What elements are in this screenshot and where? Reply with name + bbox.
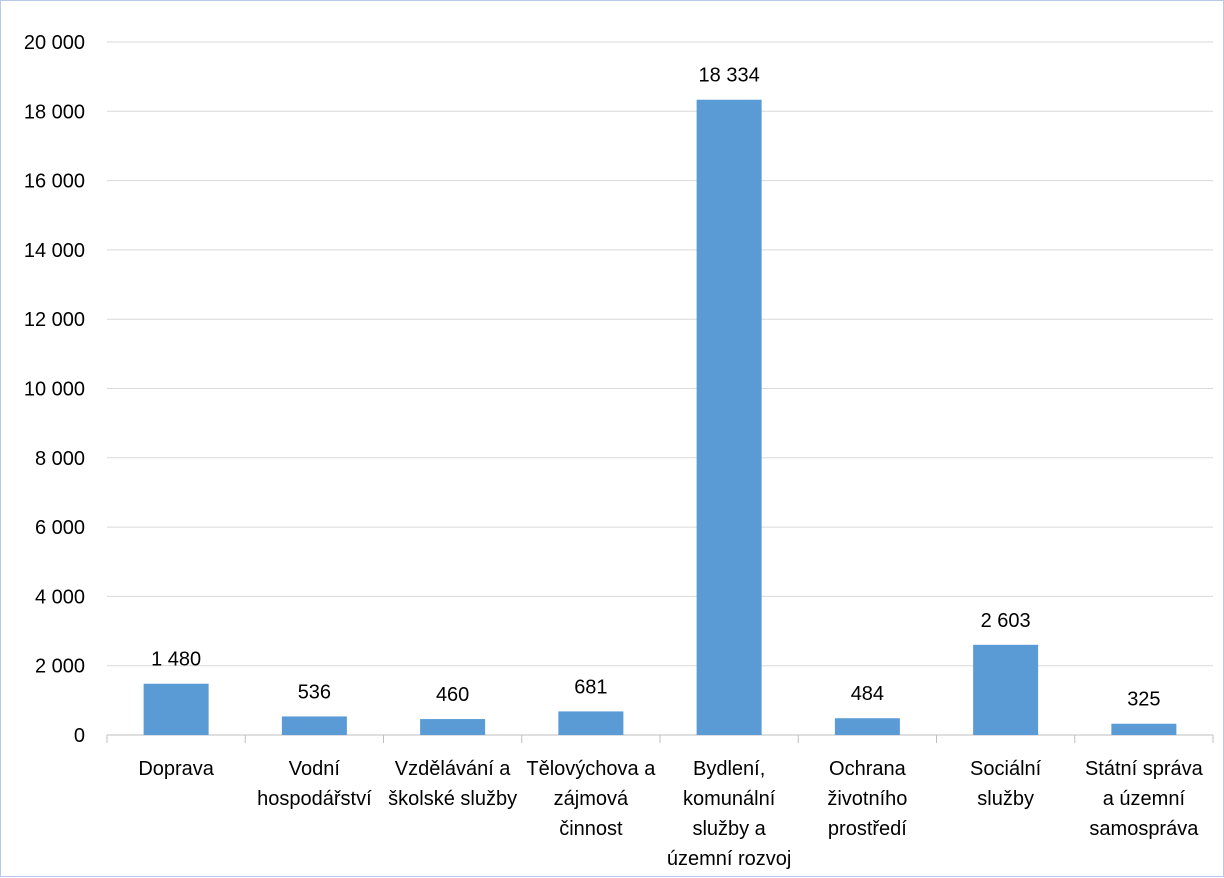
- y-tick-label: 4 000: [35, 586, 85, 608]
- y-tick-label: 12 000: [24, 309, 85, 331]
- x-tick-label: hospodářství: [257, 788, 372, 810]
- y-tick-label: 8 000: [35, 448, 85, 470]
- y-tick-label: 20 000: [24, 32, 85, 54]
- x-tick-label: Státní správa: [1085, 758, 1204, 780]
- data-label: 536: [298, 681, 331, 703]
- x-tick-label: Tělovýchova a: [526, 758, 656, 780]
- x-tick-label: Vodní: [289, 758, 341, 780]
- y-tick-label: 2 000: [35, 656, 85, 678]
- x-tick-label: služby: [977, 788, 1034, 810]
- data-label: 325: [1127, 689, 1160, 711]
- data-label: 2 603: [981, 610, 1031, 632]
- x-tick-label: životního: [827, 788, 907, 810]
- x-tick-label: samospráva: [1089, 818, 1199, 840]
- data-label: 460: [436, 684, 469, 706]
- bar: [558, 711, 624, 735]
- y-tick-label: 0: [74, 725, 85, 747]
- bar: [420, 719, 486, 735]
- y-tick-label: 14 000: [24, 240, 85, 262]
- y-tick-label: 16 000: [24, 171, 85, 193]
- data-label: 18 334: [699, 65, 760, 87]
- y-tick-label: 18 000: [24, 101, 85, 123]
- bar: [281, 716, 347, 735]
- x-tick-label: územní rozvoj: [667, 848, 792, 870]
- data-label: 484: [851, 683, 884, 705]
- bar: [973, 644, 1039, 735]
- bar: [143, 683, 209, 735]
- x-tick-label: a územní: [1103, 788, 1186, 810]
- x-tick-label: Bydlení,: [693, 758, 765, 780]
- x-tick-label: Vzdělávání a: [395, 758, 512, 780]
- x-tick-label: školské služby: [388, 788, 517, 810]
- x-tick-label: zájmová: [554, 788, 629, 810]
- bar: [834, 718, 900, 735]
- x-tick-label: činnost: [559, 818, 623, 840]
- data-label: 1 480: [151, 649, 201, 671]
- x-tick-label: Ochrana: [829, 758, 907, 780]
- data-label: 681: [574, 676, 607, 698]
- x-tick-label: komunální: [683, 788, 776, 810]
- bar: [696, 99, 762, 735]
- x-tick-label: Doprava: [138, 758, 214, 780]
- x-tick-label: Sociální: [970, 758, 1042, 780]
- y-tick-label: 6 000: [35, 517, 85, 539]
- x-tick-label: služby a: [692, 818, 766, 840]
- bar: [1111, 723, 1177, 735]
- x-tick-label: prostředí: [828, 818, 907, 840]
- y-tick-label: 10 000: [24, 379, 85, 401]
